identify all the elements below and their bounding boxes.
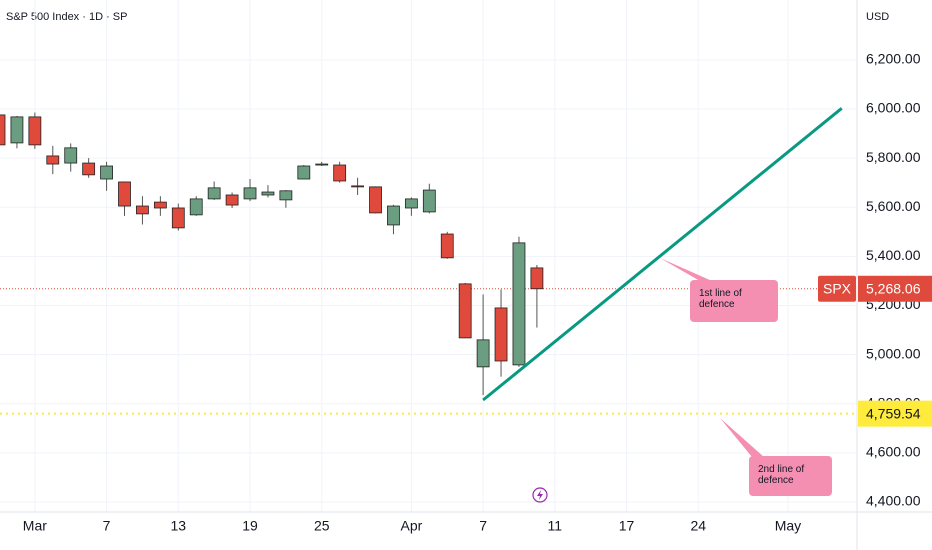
candle-body	[153, 201, 167, 209]
x-tick-label: May	[775, 518, 801, 534]
level-tag	[858, 400, 932, 427]
candle-body	[440, 233, 454, 259]
candle-body	[494, 307, 508, 362]
candle-body	[243, 187, 257, 200]
candle-body	[297, 165, 311, 180]
candle-body	[136, 205, 149, 215]
event-icon	[537, 490, 543, 500]
candle-body	[100, 165, 113, 180]
candle-body	[387, 205, 400, 226]
chart-title: S&P 500 Index · 1D · SP	[6, 11, 127, 23]
candle-body	[189, 198, 203, 216]
y-tick-label: 5,400.00	[866, 247, 921, 263]
y-tick-label: 5,600.00	[866, 198, 921, 214]
annotation: 2nd line of defence	[749, 456, 832, 496]
currency: USD	[866, 11, 889, 23]
level-label: 4,759.54	[866, 405, 921, 421]
candle-body	[118, 181, 131, 207]
candle-body	[512, 242, 526, 366]
callout-pointer	[660, 258, 712, 281]
x-tick-label: 13	[171, 518, 187, 534]
candle-body	[28, 116, 42, 146]
symbol-tag	[818, 275, 856, 302]
y-tick-label: 5,000.00	[866, 345, 921, 361]
candle-body	[279, 190, 293, 201]
candle-body	[530, 267, 544, 290]
candle-body	[476, 339, 490, 368]
y-tick-label: 6,000.00	[866, 100, 921, 116]
candle-body	[458, 283, 472, 339]
y-tick-label: 4,600.00	[866, 444, 921, 460]
price-label: 5,268.06	[866, 280, 921, 296]
y-tick-label: 6,200.00	[866, 51, 921, 67]
candle-body	[207, 187, 221, 200]
y-tick-label: 4,400.00	[866, 493, 921, 509]
candle-body	[0, 114, 6, 146]
x-tick-label: 11	[548, 518, 563, 534]
candle-body	[404, 198, 418, 209]
candle-body	[82, 162, 96, 176]
candle-body	[261, 191, 275, 196]
annotation: 1st line of defence	[690, 280, 778, 322]
candle-body	[46, 155, 60, 165]
x-tick-label: 25	[314, 518, 330, 534]
callout-pointer	[720, 418, 764, 457]
candle-body	[64, 147, 78, 164]
candle-body	[315, 163, 329, 166]
symbol-label: SPX	[823, 280, 852, 296]
candle-body	[351, 185, 365, 188]
candle-body	[369, 186, 382, 214]
x-tick-label: Apr	[400, 518, 422, 534]
candle-body	[10, 116, 24, 144]
x-tick-label: 7	[479, 518, 487, 534]
x-tick-label: Mar	[23, 518, 47, 534]
y-tick-label: 5,800.00	[866, 149, 921, 165]
candle-body	[171, 207, 185, 229]
trendline	[482, 107, 843, 402]
candle-body	[225, 194, 239, 206]
x-tick-label: 19	[242, 518, 258, 534]
grid	[0, 0, 857, 512]
x-tick-label: 17	[619, 518, 635, 534]
x-tick-label: 24	[690, 518, 706, 534]
candle-body	[422, 189, 436, 213]
price-tag	[858, 275, 932, 302]
candle-body	[333, 164, 347, 182]
x-tick-label: 7	[103, 518, 111, 534]
